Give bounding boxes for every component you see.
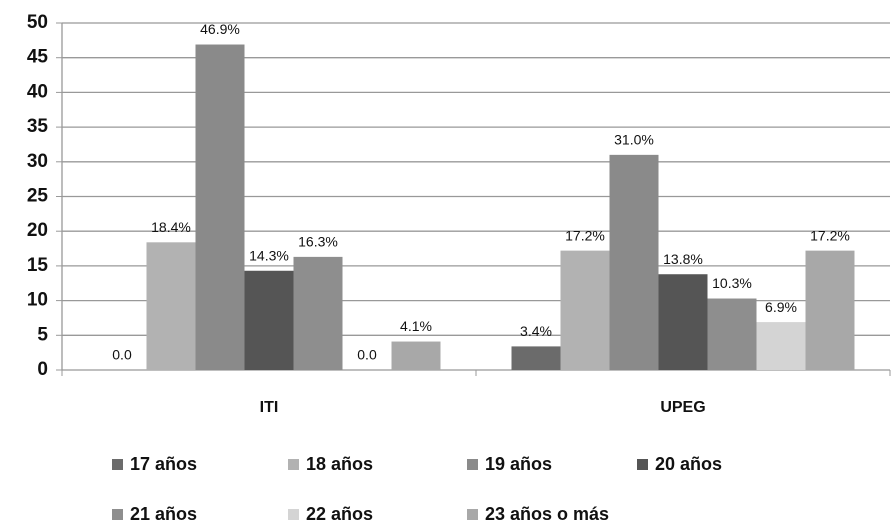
y-tick-label: 0 xyxy=(37,359,48,380)
data-label: 17.2% xyxy=(810,227,850,243)
data-label: 18.4% xyxy=(151,219,191,235)
legend-swatch xyxy=(112,459,123,470)
y-tick-label: 30 xyxy=(27,151,48,172)
data-label: 14.3% xyxy=(249,247,289,263)
data-label: 0.0 xyxy=(112,347,132,363)
bar xyxy=(511,346,561,370)
bar xyxy=(146,242,196,370)
bar xyxy=(658,274,708,370)
data-label: 31.0% xyxy=(614,132,654,148)
bar xyxy=(195,44,245,370)
legend-label: 23 años o más xyxy=(485,504,609,524)
bar xyxy=(560,250,610,370)
legend-swatch xyxy=(112,509,123,520)
y-tick-label: 15 xyxy=(27,255,49,276)
legend-swatch xyxy=(467,509,478,520)
y-tick-label: 40 xyxy=(27,81,48,102)
legend-label: 21 años xyxy=(130,504,197,524)
legend-swatch xyxy=(637,459,648,470)
data-label: 4.1% xyxy=(400,318,432,334)
y-tick-label: 5 xyxy=(37,324,48,345)
legend-label: 18 años xyxy=(306,454,373,474)
data-label: 6.9% xyxy=(765,299,797,315)
data-label: 13.8% xyxy=(663,251,703,267)
data-label: 17.2% xyxy=(565,227,605,243)
data-label: 46.9% xyxy=(200,21,240,37)
x-tick-label: ITI xyxy=(260,399,279,416)
bar xyxy=(707,298,757,370)
bar xyxy=(293,256,343,370)
bar xyxy=(756,322,806,370)
legend-label: 17 años xyxy=(130,454,197,474)
legend-swatch xyxy=(467,459,478,470)
y-tick-label: 50 xyxy=(27,12,48,33)
y-tick-label: 20 xyxy=(27,220,48,241)
y-tick-label: 10 xyxy=(27,290,48,311)
legend-label: 22 años xyxy=(306,504,373,524)
y-tick-label: 35 xyxy=(27,116,49,137)
data-label: 0.0 xyxy=(357,347,377,363)
y-tick-label: 25 xyxy=(27,186,49,207)
bar xyxy=(609,154,659,370)
legend-label: 20 años xyxy=(655,454,722,474)
y-tick-label: 45 xyxy=(27,47,49,68)
legend-label: 19 años xyxy=(485,454,552,474)
bar xyxy=(805,250,855,370)
x-tick-label: UPEG xyxy=(660,399,705,416)
data-label: 16.3% xyxy=(298,234,338,250)
bar xyxy=(244,270,294,370)
legend-swatch xyxy=(288,459,299,470)
data-label: 3.4% xyxy=(520,323,552,339)
data-label: 10.3% xyxy=(712,275,752,291)
legend-swatch xyxy=(288,509,299,520)
bar xyxy=(391,341,441,370)
